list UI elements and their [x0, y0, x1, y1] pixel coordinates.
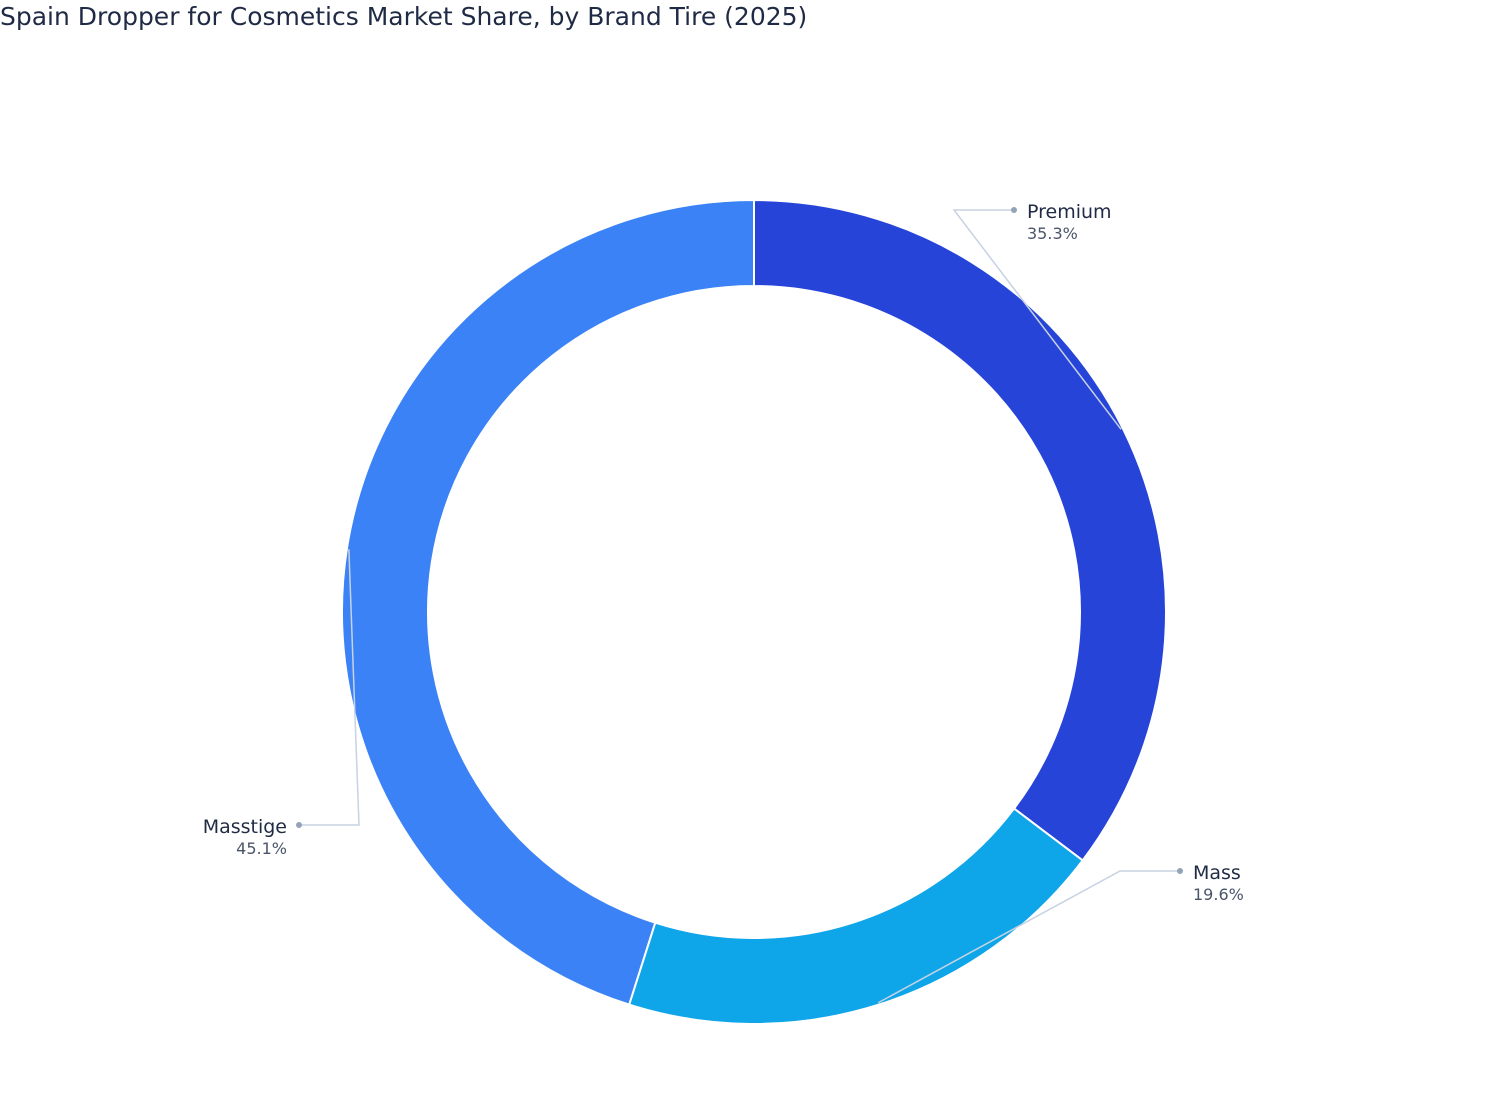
leader-dot-masstige	[296, 822, 302, 828]
slice-value-premium: 35.3%	[1027, 224, 1078, 243]
leader-line-masstige	[299, 549, 360, 826]
slice-value-masstige: 45.1%	[236, 839, 287, 858]
slice-label-mass: Mass	[1193, 862, 1241, 884]
slice-label-masstige: Masstige	[203, 816, 287, 838]
slice-value-mass: 19.6%	[1193, 885, 1244, 904]
leader-line-premium	[952, 209, 1122, 430]
chart-title: Spain Dropper for Cosmetics Market Share…	[0, 2, 808, 31]
slice-masstige	[341, 198, 755, 1006]
leader-dot-premium	[1011, 207, 1017, 213]
leader-lines	[296, 207, 1183, 1004]
slice-premium	[753, 198, 1167, 862]
leader-line-mass	[877, 870, 1180, 1004]
leader-dot-mass	[1177, 868, 1183, 874]
donut-slices	[341, 198, 1167, 1025]
slice-label-premium: Premium	[1027, 201, 1112, 223]
slice-mass	[627, 807, 1085, 1025]
